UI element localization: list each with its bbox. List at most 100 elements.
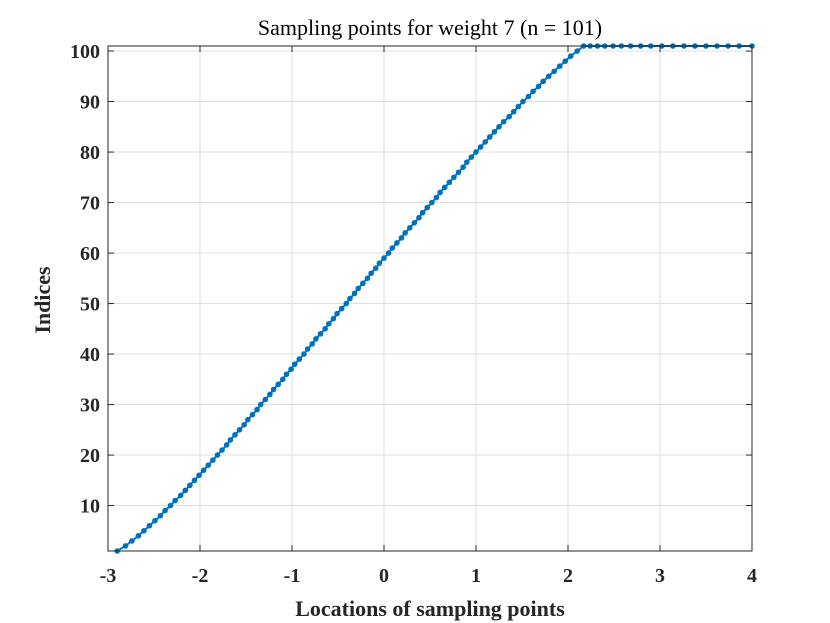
data-point <box>535 83 542 90</box>
data-point <box>372 265 379 272</box>
data-point <box>200 467 207 474</box>
chart-title: Sampling points for weight 7 (n = 101) <box>258 15 602 40</box>
data-point <box>556 63 563 69</box>
data-point <box>419 209 426 216</box>
data-point <box>429 199 435 206</box>
data-point <box>510 108 517 115</box>
y-axis-label: Indices <box>30 266 55 334</box>
data-point <box>551 68 557 75</box>
data-point <box>364 275 371 282</box>
y-tick-label: 40 <box>80 344 100 366</box>
data-point <box>351 290 358 297</box>
y-tick-label: 50 <box>80 294 100 316</box>
data-point <box>309 341 316 347</box>
data-point <box>291 361 298 367</box>
data-point <box>338 305 345 312</box>
data-point <box>304 346 311 352</box>
x-tick-label: -3 <box>100 565 117 587</box>
data-point <box>525 93 532 100</box>
data-point <box>296 356 303 362</box>
data-point <box>288 366 294 373</box>
data-point <box>355 285 362 292</box>
data-point <box>446 179 453 186</box>
data-point <box>326 320 332 327</box>
data-point <box>381 255 387 261</box>
y-tick-label: 60 <box>80 243 100 265</box>
data-point <box>416 214 422 221</box>
data-point <box>262 396 269 403</box>
grid <box>107 46 753 551</box>
data-point <box>460 164 466 170</box>
data-point <box>540 78 546 85</box>
data-point <box>301 351 307 357</box>
x-tick-labels: -3 -2 -1 0 1 2 3 4 <box>100 565 757 587</box>
data-point <box>398 235 405 241</box>
data-point <box>406 225 413 231</box>
data-point <box>389 245 396 251</box>
y-tick-labels: 10 20 30 40 50 60 70 80 90 100 <box>70 41 100 518</box>
data-point <box>322 326 328 332</box>
y-tick-label: 10 <box>80 496 100 518</box>
data-point <box>129 538 135 544</box>
data-point <box>385 250 392 256</box>
data-point <box>368 270 374 277</box>
x-tick-label: 4 <box>747 565 757 587</box>
data-point <box>122 543 129 549</box>
x-tick-label: 2 <box>563 565 573 587</box>
data-point <box>182 487 189 494</box>
data-point <box>455 169 462 176</box>
data-point <box>334 310 340 317</box>
y-tick-label: 100 <box>70 41 100 63</box>
data-point <box>167 502 174 509</box>
data-point <box>464 159 470 165</box>
data-point <box>275 381 282 388</box>
data-point <box>172 497 178 504</box>
data-point <box>491 129 498 135</box>
data-point <box>330 315 337 322</box>
data-point <box>227 437 234 443</box>
y-tick-label: 30 <box>80 395 100 417</box>
data-point <box>241 421 247 428</box>
data-point <box>433 194 440 201</box>
data-point <box>236 427 243 433</box>
data-point <box>313 336 319 342</box>
data-point <box>254 406 260 413</box>
data-point <box>232 432 238 438</box>
data-point <box>473 149 479 155</box>
y-tick-label: 20 <box>80 445 100 467</box>
data-point <box>214 452 221 458</box>
data-point <box>487 134 493 140</box>
data-point <box>196 472 202 479</box>
plot-area <box>114 43 755 554</box>
data-point <box>567 53 574 59</box>
y-tick-label: 70 <box>80 193 100 215</box>
data-point <box>152 517 158 524</box>
data-point <box>245 416 251 423</box>
data-point <box>257 401 264 408</box>
y-tick-label: 90 <box>80 92 100 114</box>
data-point <box>343 300 350 307</box>
data-point <box>411 219 418 226</box>
data-point <box>468 154 475 160</box>
data-point <box>500 118 507 125</box>
data-point <box>477 144 484 150</box>
data-point <box>141 528 147 534</box>
x-tick-label: 0 <box>379 565 389 587</box>
data-point <box>135 533 142 539</box>
data-point <box>574 48 580 54</box>
data-point <box>496 124 502 130</box>
data-point <box>157 512 164 519</box>
data-point <box>191 477 198 484</box>
data-point <box>270 386 277 393</box>
x-tick-label: 3 <box>655 565 665 587</box>
data-point <box>249 411 256 418</box>
data-point <box>283 371 290 378</box>
data-point <box>441 184 448 191</box>
data-point <box>482 139 489 145</box>
data-point <box>177 492 184 499</box>
data-point <box>545 73 552 80</box>
data-point <box>376 260 383 266</box>
data-point <box>267 391 273 398</box>
x-tick-label: -1 <box>284 565 301 587</box>
data-point <box>162 507 168 514</box>
